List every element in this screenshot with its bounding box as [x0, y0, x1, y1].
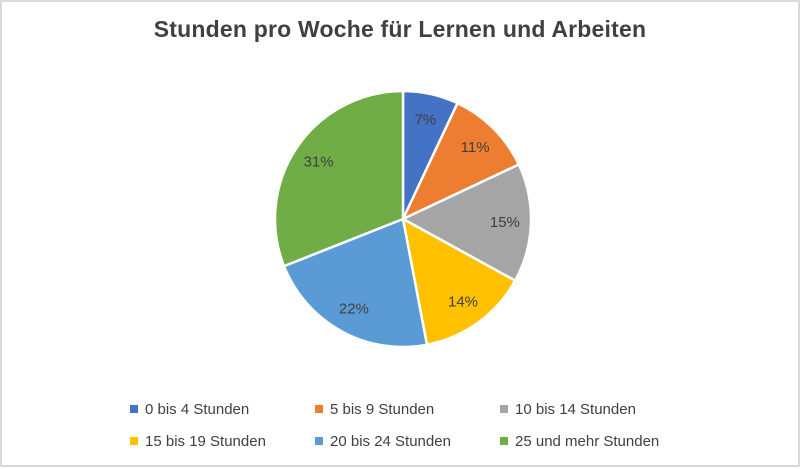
- legend-item-2: 10 bis 14 Stunden: [500, 399, 685, 419]
- legend-marker-3: [130, 437, 138, 445]
- legend-label-0: 0 bis 4 Stunden: [145, 400, 250, 418]
- legend-label-3: 15 bis 19 Stunden: [145, 432, 266, 450]
- legend-marker-2: [500, 405, 508, 413]
- pie-slice-labels: 7% 11% 15% 14% 22% 31%: [304, 112, 520, 318]
- legend-item-1: 5 bis 9 Stunden: [315, 399, 500, 419]
- pie-slice-label-1: 11%: [461, 139, 490, 156]
- pie-slice-2: [401, 163, 533, 282]
- legend-label-4: 20 bis 24 Stunden: [330, 432, 451, 450]
- pie-slices: [273, 89, 533, 349]
- legend-item-5: 25 und mehr Stunden: [500, 431, 685, 451]
- legend-item-4: 20 bis 24 Stunden: [315, 431, 500, 451]
- legend-marker-4: [315, 437, 323, 445]
- legend: 0 bis 4 Stunden 5 bis 9 Stunden 10 bis 14 …: [130, 399, 685, 451]
- legend-label-2: 10 bis 14 Stunden: [515, 400, 636, 418]
- legend-marker-1: [315, 405, 323, 413]
- chart-title: Stunden pro Woche für Lernen und Arbeite…: [153, 16, 647, 42]
- pie-slice-label-4: 22%: [339, 300, 369, 317]
- legend-item-3: 15 bis 19 Stunden: [130, 431, 315, 451]
- legend-marker-0: [130, 405, 138, 413]
- legend-item-0: 0 bis 4 Stunden: [130, 399, 315, 419]
- pie-slice-label-5: 31%: [304, 154, 334, 171]
- pie-slice-5: [273, 89, 405, 268]
- legend-label-5: 25 und mehr Stunden: [515, 432, 660, 450]
- pie-slice-1: [401, 101, 521, 221]
- pie-slice-3: [401, 217, 517, 346]
- legend-label-1: 5 bis 9 Stunden: [330, 400, 435, 418]
- pie-slice-label-2: 15%: [490, 214, 520, 231]
- legend-marker-5: [500, 437, 508, 445]
- pie-slice-label-0: 7%: [414, 112, 436, 129]
- pie-slice-4: [282, 217, 429, 349]
- pie-slice-label-3: 14%: [448, 294, 478, 311]
